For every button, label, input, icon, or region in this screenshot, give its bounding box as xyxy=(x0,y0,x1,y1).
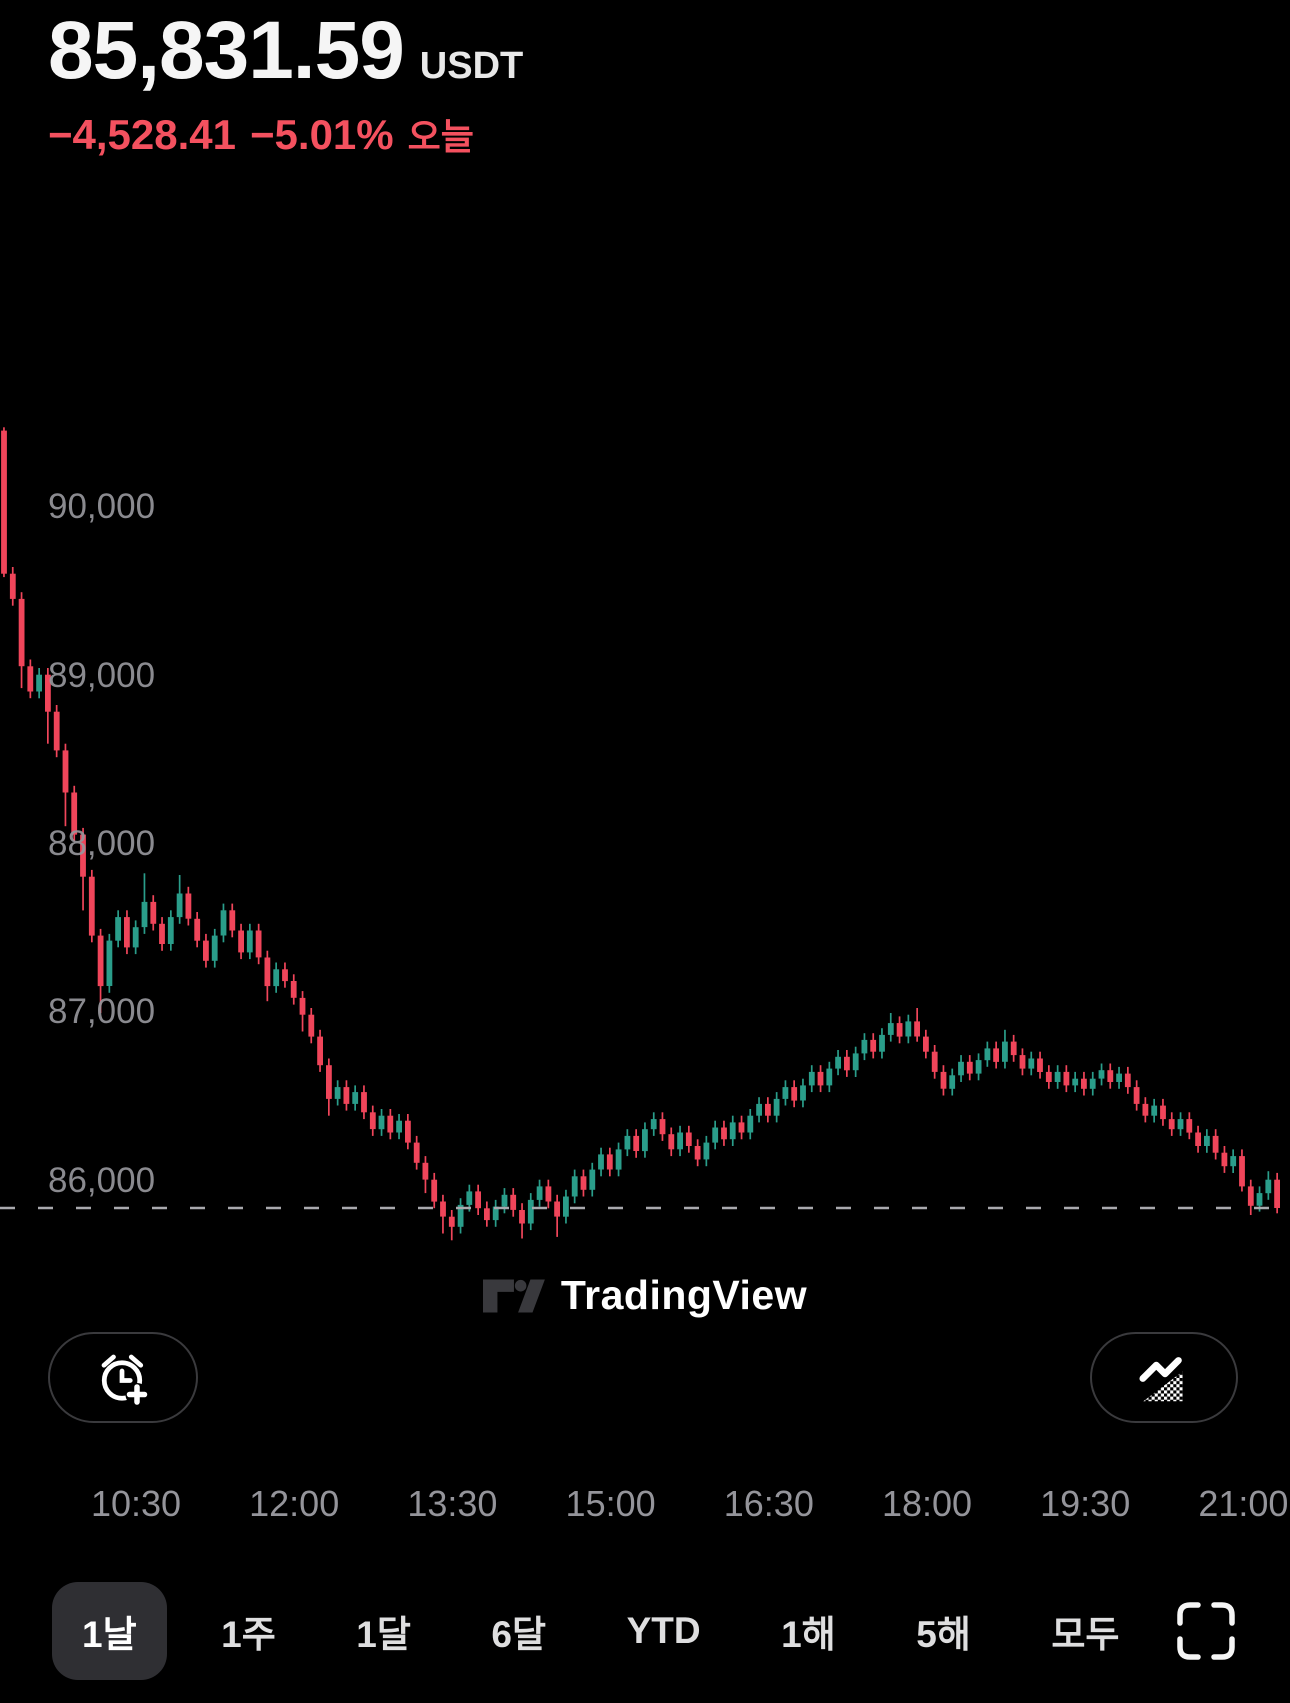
tradingview-logo xyxy=(482,1279,545,1312)
price-change-absolute: −4,528.41 xyxy=(48,111,237,158)
change-period-label: 오늘 xyxy=(407,116,474,157)
y-axis-label: 86,000 xyxy=(48,1161,155,1200)
y-axis-label: 88,000 xyxy=(48,824,155,863)
currency-label: USDT xyxy=(419,45,524,87)
x-axis-label: 19:30 xyxy=(1040,1483,1131,1524)
header: 85,831.59 USDT −4,528.41 −5.01% 오늘 xyxy=(48,4,523,160)
watermark-text: TradingView xyxy=(560,1272,808,1318)
current-price: 85,831.59 xyxy=(48,5,405,96)
y-axis-label: 87,000 xyxy=(48,992,155,1031)
range-tab-1해[interactable]: 1해 xyxy=(781,1614,836,1655)
x-axis-label: 21:00 xyxy=(1198,1483,1289,1524)
y-axis-label: 90,000 xyxy=(48,487,155,526)
fullscreen-expand-icon xyxy=(1177,1602,1235,1660)
range-tab-6달[interactable]: 6달 xyxy=(491,1614,547,1655)
range-tab-1주[interactable]: 1주 xyxy=(221,1614,276,1655)
x-axis-label: 16:30 xyxy=(723,1483,814,1524)
x-axis-label: 10:30 xyxy=(90,1483,182,1524)
range-tab-5해[interactable]: 5해 xyxy=(916,1614,971,1655)
candlestick-chart[interactable]: 90,000 89,000 88,000 87,000 86,000 xyxy=(0,380,1290,1260)
x-axis-label: 15:00 xyxy=(565,1483,656,1524)
tradingview-watermark: TradingView xyxy=(0,1272,1290,1319)
range-tab-bar: 1날 1주 1달 6달 YTD 1해 5해 모두 xyxy=(0,1582,1290,1680)
range-tab-1달[interactable]: 1달 xyxy=(356,1614,411,1655)
fullscreen-button[interactable] xyxy=(1174,1599,1238,1663)
x-axis-label: 12:00 xyxy=(249,1483,340,1524)
area-chart-icon xyxy=(1139,1356,1183,1401)
chart-canvas[interactable]: 90,000 89,000 88,000 87,000 86,000 xyxy=(0,380,1290,1260)
alarm-clock-plus-icon xyxy=(101,1354,149,1406)
range-tab-모두[interactable]: 모두 xyxy=(1051,1614,1120,1655)
x-axis-label: 13:30 xyxy=(407,1483,498,1524)
range-tab-1날[interactable]: 1날 xyxy=(52,1582,167,1680)
x-axis-label: 18:00 xyxy=(881,1483,973,1524)
chart-style-button[interactable] xyxy=(1090,1332,1238,1423)
y-axis-label: 89,000 xyxy=(48,656,155,695)
time-axis: 10:30 12:00 13:30 15:00 16:30 18:00 19:30 21:00 xyxy=(0,1483,1290,1527)
price-change-percent: −5.01% xyxy=(250,111,394,158)
range-tab-YTD[interactable]: YTD xyxy=(626,1610,701,1651)
add-alert-button[interactable] xyxy=(48,1332,198,1423)
